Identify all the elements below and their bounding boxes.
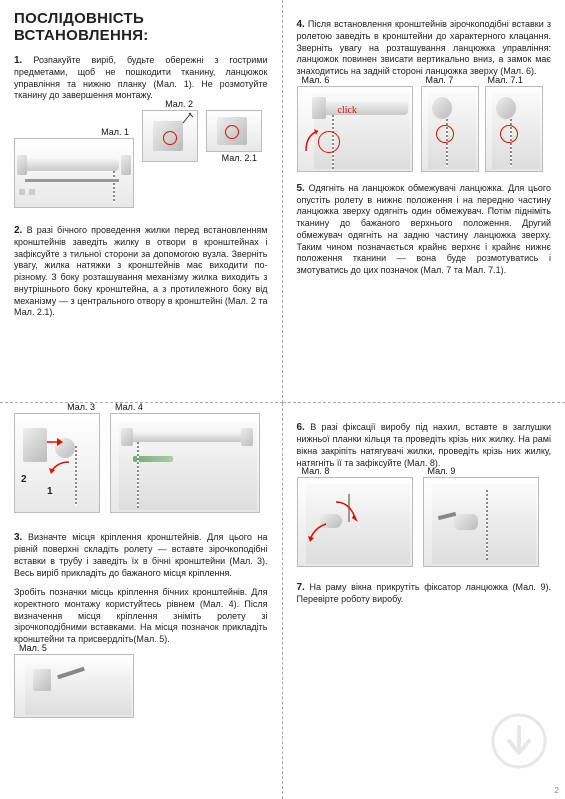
para-7: 7. На раму вікна прикрутіть фіксатор лан…: [297, 581, 552, 606]
page-number: 2: [555, 786, 559, 795]
figure-7: Мал. 7: [421, 86, 479, 172]
figure-2: Мал. 2: [142, 110, 198, 162]
figure-5: Мал. 5: [14, 654, 134, 718]
figure-1: Мал. 1: [14, 138, 134, 208]
para-2: 2. В разі бічного проведення жилки перед…: [14, 224, 268, 319]
page-title: ПОСЛІДОВНІСТЬ ВСТАНОВЛЕННЯ:: [14, 10, 268, 44]
figure-3: Мал. 3 2 1: [14, 413, 100, 513]
para-1: 1. Розпакуйте виріб, будьте обережні з г…: [14, 54, 268, 102]
para-3a: 3. Визначте місця кріплення кронштейнів.…: [14, 531, 268, 579]
watermark-icon: [491, 713, 547, 771]
figure-2-1: Мал. 2.1: [206, 110, 262, 152]
figure-6: Мал. 6 click: [297, 86, 413, 172]
para-4: 4. Після встановлення кронштейнів зірочк…: [297, 18, 552, 78]
figure-9: Мал. 9: [423, 477, 539, 567]
para-6: 6. В разі фіксації виробу під нахил, вст…: [297, 421, 552, 469]
para-3b: Зробіть позначки місць кріплення бічних …: [14, 587, 268, 645]
figure-8: Мал. 8: [297, 477, 413, 567]
figure-4: Мал. 4: [110, 413, 260, 513]
para-5: 5. Одягніть на ланцюжок обмежувачі ланцю…: [297, 182, 552, 277]
figure-7-1: Мал. 7.1: [485, 86, 543, 172]
